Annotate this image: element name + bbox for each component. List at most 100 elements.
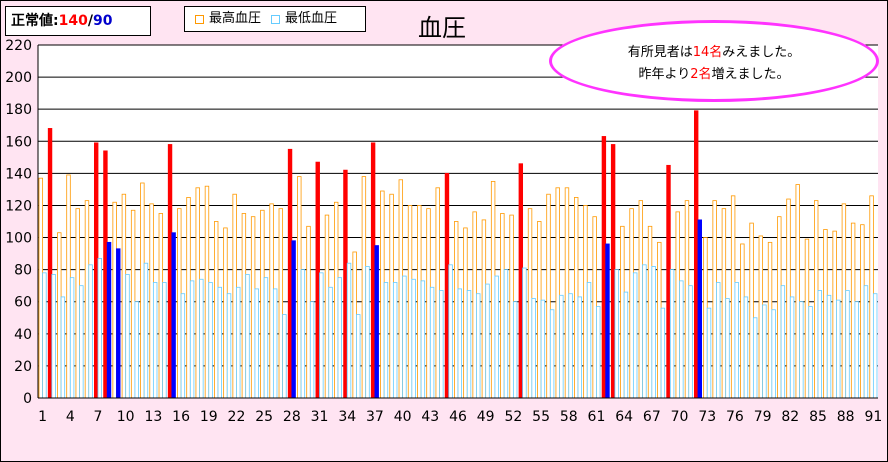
bar-systolic-57 <box>555 187 560 399</box>
bar-diastolic-11 <box>134 301 139 399</box>
bar-diastolic-83 <box>799 301 804 399</box>
x-tick-label: 73 <box>698 409 716 425</box>
x-tick-label: 43 <box>421 409 439 425</box>
bar-diastolic-39 <box>392 282 398 399</box>
bar-diastolic-16 <box>180 293 186 399</box>
bar-diastolic-82 <box>789 296 795 399</box>
bar-systolic-13 <box>149 203 154 399</box>
legend-label-systolic: 最高血圧 <box>209 11 262 26</box>
bar-diastolic-3 <box>60 296 66 399</box>
normal-value-box: 正常値:140/90 <box>5 6 151 36</box>
bar-systolic-20 <box>213 221 219 399</box>
bar-systolic-62 <box>601 136 607 399</box>
callout-line-1: 有所見者は14名みえました。 <box>627 44 801 60</box>
bar-systolic-18 <box>195 187 200 399</box>
x-tick-label: 46 <box>449 409 467 425</box>
bar-systolic-60 <box>583 205 588 399</box>
bar-systolic-65 <box>629 208 634 399</box>
bar-systolic-2 <box>47 128 53 399</box>
x-tick-label: 10 <box>117 409 135 425</box>
bar-systolic-90 <box>860 224 865 399</box>
bar-systolic-11 <box>130 209 136 399</box>
bar-systolic-58 <box>564 187 570 399</box>
bar-systolic-71 <box>684 200 690 399</box>
bar-systolic-24 <box>250 216 256 399</box>
bar-systolic-82 <box>786 198 791 399</box>
bar-diastolic-56 <box>549 309 555 399</box>
bar-systolic-32 <box>324 214 330 399</box>
bar-systolic-27 <box>278 208 284 399</box>
legend-item-systolic: 最高血圧 <box>195 7 261 31</box>
bar-systolic-34 <box>343 169 348 399</box>
bar-systolic-64 <box>620 225 625 399</box>
bar-diastolic-18 <box>199 278 204 399</box>
normal-separator: / <box>87 13 93 29</box>
bar-diastolic-2 <box>51 274 56 399</box>
bar-diastolic-43 <box>429 286 435 399</box>
bar-diastolic-72 <box>697 219 702 399</box>
legend-item-diastolic: 最低血圧 <box>271 7 337 31</box>
bar-systolic-54 <box>527 208 533 399</box>
x-tick-label: 37 <box>366 409 384 425</box>
bar-diastolic-53 <box>522 267 527 399</box>
bar-systolic-23 <box>241 213 247 399</box>
bar-diastolic-60 <box>586 282 592 399</box>
bar-systolic-15 <box>167 144 173 399</box>
bar-systolic-77 <box>740 243 745 399</box>
x-tick-label: 91 <box>864 409 882 425</box>
bar-diastolic-44 <box>439 290 444 399</box>
bar-systolic-37 <box>370 142 376 399</box>
x-tick-label: 55 <box>532 409 550 425</box>
bar-diastolic-28 <box>291 240 296 399</box>
bar-systolic-33 <box>333 201 339 399</box>
x-tick-label: 85 <box>809 409 827 425</box>
legend-swatch-diastolic <box>271 14 281 24</box>
x-tick-label: 79 <box>754 409 772 425</box>
bar-diastolic-38 <box>383 282 389 399</box>
x-tick-label: 31 <box>311 409 329 425</box>
bar-diastolic-37 <box>374 245 379 399</box>
bar-diastolic-19 <box>208 282 213 399</box>
bar-diastolic-74 <box>716 282 721 399</box>
bar-systolic-84 <box>804 238 810 399</box>
bar-diastolic-4 <box>69 277 75 399</box>
legend-label-diastolic: 最低血圧 <box>285 11 338 26</box>
bar-diastolic-13 <box>152 282 158 399</box>
bar-systolic-39 <box>389 193 394 399</box>
bar-diastolic-81 <box>780 285 786 399</box>
bar-systolic-66 <box>638 200 644 399</box>
legend-swatch-systolic <box>195 14 204 24</box>
bar-diastolic-77 <box>743 296 749 399</box>
bar-diastolic-41 <box>411 278 416 399</box>
bar-diastolic-17 <box>189 280 195 399</box>
x-tick-label: 40 <box>394 409 412 425</box>
x-tick-label: 7 <box>94 409 103 425</box>
y-tick-label: 60 <box>14 295 32 311</box>
bar-systolic-67 <box>647 225 653 399</box>
bar-systolic-75 <box>721 208 727 399</box>
y-tick-label: 20 <box>14 359 32 375</box>
bar-diastolic-59 <box>577 296 582 399</box>
y-tick-label: 120 <box>5 198 32 214</box>
bar-systolic-63 <box>610 144 616 399</box>
bar-systolic-79 <box>758 235 764 399</box>
bar-systolic-28 <box>287 148 293 399</box>
x-tick-label: 13 <box>144 409 162 425</box>
x-tick-label: 88 <box>837 409 855 425</box>
bar-diastolic-10 <box>125 274 130 399</box>
bar-diastolic-79 <box>762 304 767 399</box>
bar-diastolic-7 <box>97 258 102 399</box>
bar-diastolic-49 <box>485 283 490 399</box>
bar-systolic-85 <box>814 200 819 399</box>
bar-diastolic-34 <box>346 262 352 399</box>
bar-systolic-45 <box>444 172 450 399</box>
bar-systolic-12 <box>140 182 145 399</box>
bar-systolic-61 <box>592 216 597 399</box>
y-tick-label: 180 <box>5 102 32 118</box>
bar-diastolic-24 <box>254 288 259 399</box>
bar-diastolic-31 <box>319 272 324 399</box>
bar-systolic-9 <box>112 201 117 399</box>
bar-diastolic-54 <box>531 298 536 399</box>
bar-systolic-17 <box>186 197 191 399</box>
bar-systolic-44 <box>435 187 440 399</box>
